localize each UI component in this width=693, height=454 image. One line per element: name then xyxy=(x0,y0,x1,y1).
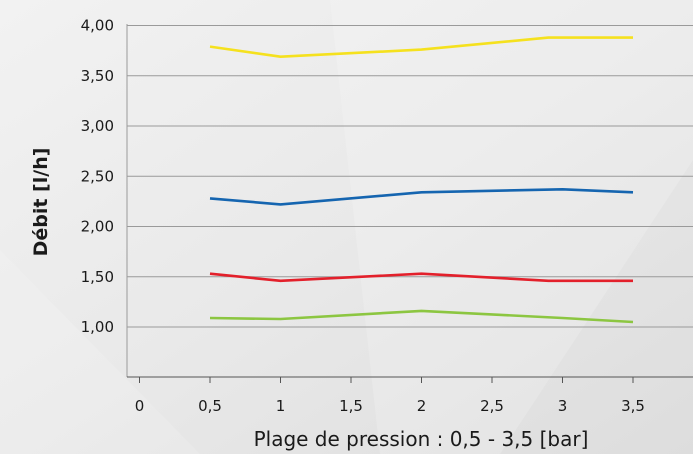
x-tick-label: 1 xyxy=(276,397,286,415)
background-sheen-lower xyxy=(0,250,200,454)
data-series xyxy=(209,36,634,324)
x-tick-label: 1,5 xyxy=(339,397,363,415)
y-tick-label: 1,00 xyxy=(81,318,114,336)
y-tick-label: 1,50 xyxy=(81,268,114,286)
y-tick-label: 3,00 xyxy=(81,117,114,135)
x-tick-labels: 0 0,5 1 1,5 2 2,5 3 3,5 xyxy=(135,397,645,415)
x-tick-label: 3,5 xyxy=(621,397,645,415)
x-tick-label: 0 xyxy=(135,397,145,415)
y-tick-label: 4,00 xyxy=(81,17,114,35)
x-tick-label: 2 xyxy=(417,397,427,415)
x-tick-label: 0,5 xyxy=(198,397,222,415)
y-axis-title: Débit [l/h] xyxy=(30,148,52,257)
series-line-1 xyxy=(209,36,633,59)
series-line-2 xyxy=(209,188,634,206)
series-line-3 xyxy=(209,272,633,283)
x-tick-label: 3 xyxy=(558,397,568,415)
grid-lines xyxy=(127,25,693,328)
axes xyxy=(126,24,693,383)
y-tick-label: 2,50 xyxy=(81,167,114,185)
y-tick-label: 2,00 xyxy=(81,218,114,236)
series-line-4 xyxy=(209,309,634,324)
y-tick-labels: 1,00 1,50 2,00 2,50 3,00 3,50 4,00 xyxy=(81,17,114,337)
x-tick-label: 2,5 xyxy=(480,397,504,415)
y-tick-label: 3,50 xyxy=(81,67,114,85)
x-axis-title: Plage de pression : 0,5 - 3,5 [bar] xyxy=(254,427,589,451)
